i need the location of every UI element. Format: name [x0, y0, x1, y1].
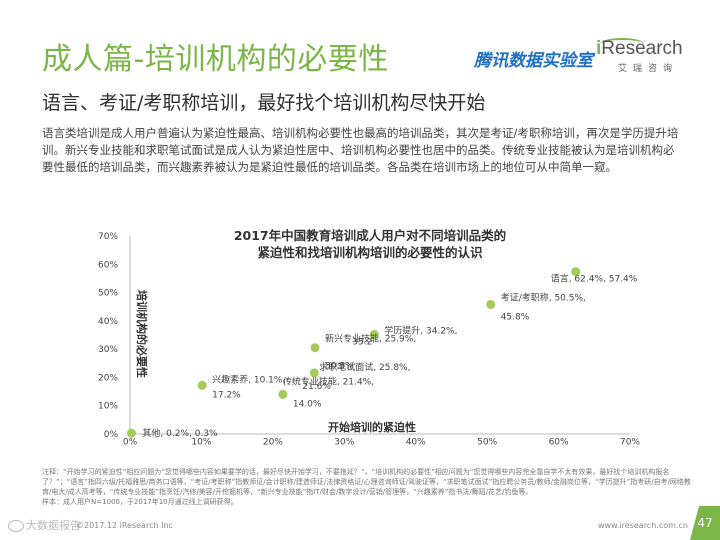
- point-label: 30.5%: [325, 362, 354, 372]
- y-tick-label: 0%: [104, 430, 119, 440]
- x-tick-label: 30%: [334, 438, 354, 448]
- point-label: 新兴专业技能, 25.9%,: [325, 333, 416, 345]
- chart-notes: 注释：“开始学习的紧迫性”相应问题为“您觉得哪些内容如果要学的话，最好尽快开始学…: [42, 468, 691, 506]
- point-marker: [310, 343, 320, 353]
- point-label-fragment: 21.6%: [302, 382, 331, 392]
- iresearch-logo-i: i: [596, 38, 602, 59]
- data-points: 语言, 62.4%, 57.4% 考证/考职称, 50.5%, 45.8% 学历提升,…: [126, 267, 638, 439]
- iresearch-logo-text: iResearch: [596, 38, 683, 60]
- source-url[interactable]: www.iresearch.com.cn: [598, 521, 688, 530]
- x-tick-label: 0%: [123, 438, 138, 448]
- y-tick-label: 10%: [98, 402, 118, 412]
- tencent-data-lab-logo: 腾讯数据实验室: [474, 51, 593, 71]
- point-label: 语言, 62.4%, 57.4%: [551, 273, 638, 285]
- y-tick-label: 70%: [98, 232, 118, 242]
- y-tick-label: 60%: [98, 260, 118, 270]
- point-marker: [197, 380, 207, 390]
- point-label: 14.0%: [293, 399, 322, 409]
- point-marker: [309, 368, 319, 378]
- y-tick-label: 40%: [98, 317, 118, 327]
- page-title: 成人篇-培训机构的必要性: [42, 42, 389, 77]
- chart-title-line1: 2017年中国教育培训成人用户对不同培训品类的: [234, 228, 506, 243]
- iresearch-logo-subtitle: 艾瑞咨询: [618, 64, 679, 74]
- x-tick-labels: 0% 10% 20% 30% 40% 50% 60% 70%: [123, 438, 641, 448]
- summary-paragraph: 语言类培训是成人用户普遍认为紧迫性最高、培训机构必要性也最高的培训品类，其次是考…: [42, 126, 679, 174]
- x-tick-label: 70%: [620, 438, 640, 448]
- point-marker: [486, 299, 496, 309]
- y-tick-label: 50%: [98, 289, 118, 299]
- point-label: 传统专业技能, 21.4%,: [283, 375, 374, 387]
- iresearch-logo: iResearch 艾瑞咨询: [596, 38, 683, 78]
- watermark: 大数据报告: [8, 517, 81, 533]
- x-tick-label: 40%: [406, 438, 426, 448]
- x-tick-label: 10%: [191, 438, 211, 448]
- watermark-text: 大数据报告: [26, 519, 81, 532]
- x-tick-label: 50%: [477, 438, 497, 448]
- wechat-icon: [8, 520, 24, 532]
- point-marker: [369, 329, 379, 339]
- chart-title-line2: 紧迫性和找培训机构培训的必要性的认识: [257, 245, 483, 260]
- scatter-chart: 2017年中国教育培训成人用户对不同培训品类的 紧迫性和找培训机构培训的必要性的…: [98, 228, 641, 448]
- copyright-source: ©2017.12 iResearch Inc: [76, 521, 173, 530]
- x-axis-label: 开始培训的紧迫性: [328, 420, 416, 434]
- logo-arc-icon: [600, 38, 644, 50]
- iresearch-logo-rest: Research: [601, 38, 683, 59]
- point-marker: [571, 267, 581, 277]
- slide-subtitle: 语言、考证/考职称培训，最好找个培训机构尽快开始: [42, 92, 486, 114]
- point-label: 兴趣素养, 10.1%,: [212, 373, 285, 385]
- page-number: 47: [690, 506, 720, 540]
- point-label: 其他, 0.2%, 0.3%: [142, 427, 218, 439]
- x-tick-label: 60%: [549, 438, 569, 448]
- y-axis-label: 培训机构的必要性: [135, 290, 149, 378]
- point-label: 考证/考职称, 50.5%,: [501, 291, 586, 303]
- point-label-fragment: 35.2: [352, 337, 372, 347]
- point-marker: [278, 389, 288, 399]
- y-tick-labels: 0% 10% 20% 30% 40% 50% 60% 70%: [98, 232, 118, 440]
- point-label: 45.8%: [501, 312, 530, 322]
- point-label: 学历提升, 34.2%,: [384, 324, 457, 336]
- x-tick-label: 20%: [263, 438, 283, 448]
- point-label: 17.2%: [212, 390, 241, 400]
- y-tick-label: 30%: [98, 345, 118, 355]
- point-marker: [126, 428, 136, 438]
- y-tick-label: 20%: [98, 373, 118, 383]
- point-label: 求职笔试面试, 25.8%,: [319, 361, 410, 373]
